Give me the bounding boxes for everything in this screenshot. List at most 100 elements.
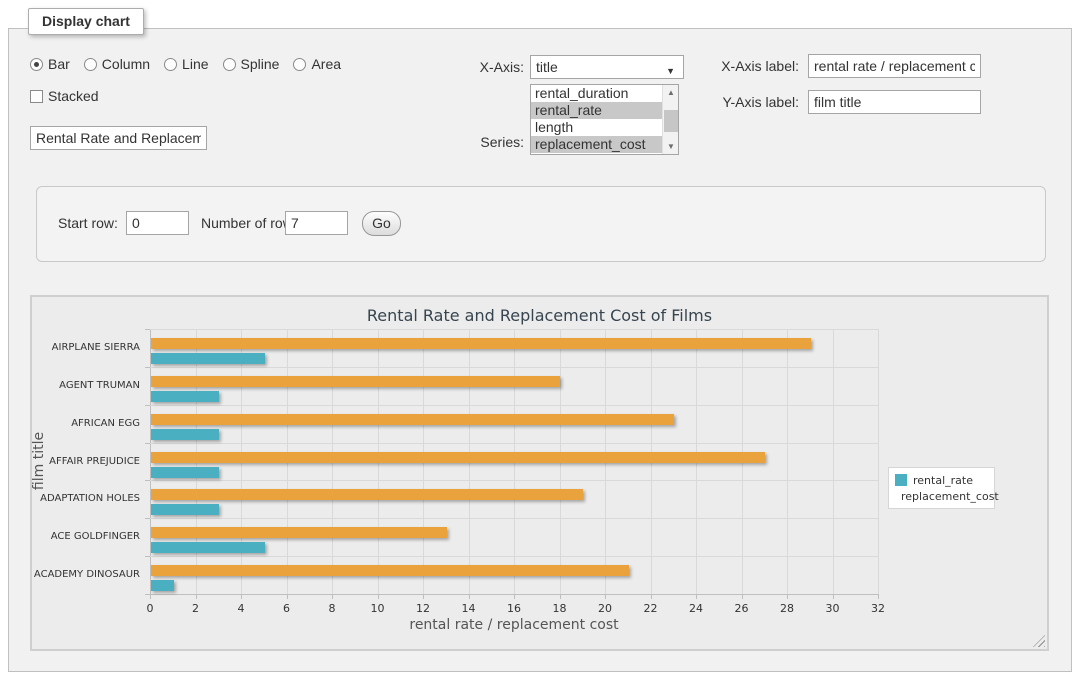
radio-button-icon xyxy=(164,58,177,71)
x-tick-label: 30 xyxy=(818,602,848,615)
x-axis-selected-value: title xyxy=(536,59,558,75)
bar-rental_rate[interactable] xyxy=(151,353,265,364)
radio-line[interactable]: Line xyxy=(164,56,208,72)
gridline-vertical xyxy=(878,329,879,594)
y-tick-mark xyxy=(145,480,150,481)
radio-label: Column xyxy=(102,56,150,72)
chevron-down-icon: ▼ xyxy=(666,62,675,80)
gridline-horizontal xyxy=(150,405,878,406)
x-axis-title: rental rate / replacement cost xyxy=(150,617,878,633)
radio-spline[interactable]: Spline xyxy=(223,56,280,72)
category-label: AFRICAN EGG xyxy=(32,405,140,443)
y-tick-mark xyxy=(145,367,150,368)
series-option-replacement-cost[interactable]: replacement_cost xyxy=(531,136,678,153)
listbox-scrollbar[interactable]: ▲ ▼ xyxy=(662,85,678,154)
series-option-rental-duration[interactable]: rental_duration xyxy=(531,85,678,102)
stacked-checkbox[interactable]: Stacked xyxy=(30,88,99,104)
x-tick-label: 26 xyxy=(727,602,757,615)
checkbox-icon xyxy=(30,90,43,103)
number-of-rows-input[interactable] xyxy=(285,211,348,235)
bar-rental_rate[interactable] xyxy=(151,542,265,553)
x-tick-label: 8 xyxy=(317,602,347,615)
x-tick-label: 32 xyxy=(863,602,893,615)
checkbox-label: Stacked xyxy=(48,88,99,104)
x-axis-select[interactable]: title ▼ xyxy=(530,55,684,79)
scroll-down-icon[interactable]: ▼ xyxy=(663,139,679,154)
legend-item-replacement-cost[interactable]: replacement_cost xyxy=(895,488,988,504)
x-axis-label-label: X-Axis label: xyxy=(699,54,799,78)
bar-replacement_cost[interactable] xyxy=(151,565,629,576)
category-label: ADAPTATION HOLES xyxy=(32,480,140,518)
bar-rental_rate[interactable] xyxy=(151,504,219,515)
bar-replacement_cost[interactable] xyxy=(151,452,765,463)
category-label: ACE GOLDFINGER xyxy=(32,518,140,556)
bar-replacement_cost[interactable] xyxy=(151,527,447,538)
x-tick-label: 14 xyxy=(454,602,484,615)
bar-rental_rate[interactable] xyxy=(151,467,219,478)
gridline-horizontal xyxy=(150,443,878,444)
gridline-vertical xyxy=(833,329,834,594)
x-tick-label: 18 xyxy=(545,602,575,615)
bar-replacement_cost[interactable] xyxy=(151,414,674,425)
y-tick-mark xyxy=(145,556,150,557)
x-tick-label: 28 xyxy=(772,602,802,615)
start-row-input[interactable] xyxy=(126,211,189,235)
x-tick-label: 20 xyxy=(590,602,620,615)
radio-column[interactable]: Column xyxy=(84,56,150,72)
legend-label: rental_rate xyxy=(913,474,973,487)
series-option-rental-rate[interactable]: rental_rate xyxy=(531,102,678,119)
series-list-label: Series: xyxy=(464,130,524,154)
start-row-label: Start row: xyxy=(58,211,118,235)
x-axis-label-input[interactable] xyxy=(808,54,981,78)
legend-item-rental-rate[interactable]: rental_rate xyxy=(895,472,988,488)
y-tick-mark xyxy=(145,443,150,444)
fieldset-legend: Display chart xyxy=(28,8,144,35)
gridline-horizontal xyxy=(150,594,878,595)
radio-button-icon xyxy=(223,58,236,71)
bar-rental_rate[interactable] xyxy=(151,580,174,591)
category-label: AGENT TRUMAN xyxy=(32,367,140,405)
radio-button-icon xyxy=(84,58,97,71)
scroll-up-icon[interactable]: ▲ xyxy=(663,85,679,100)
radio-bar[interactable]: Bar xyxy=(30,56,70,72)
radio-button-icon xyxy=(30,58,43,71)
scrollbar-thumb[interactable] xyxy=(664,110,678,132)
radio-label: Line xyxy=(182,56,208,72)
y-tick-mark xyxy=(145,594,150,595)
bar-replacement_cost[interactable] xyxy=(151,376,560,387)
chart-legend[interactable]: rental_rate replacement_cost xyxy=(888,467,995,509)
gridline-horizontal xyxy=(150,367,878,368)
chart-title-input[interactable] xyxy=(30,126,207,150)
chart-container: Rental Rate and Replacement Cost of Film… xyxy=(30,295,1049,651)
x-tick-label: 24 xyxy=(681,602,711,615)
y-tick-mark xyxy=(145,405,150,406)
x-tick-label: 16 xyxy=(499,602,529,615)
series-option-length[interactable]: length xyxy=(531,119,678,136)
category-label: AIRPLANE SIERRA xyxy=(32,329,140,367)
legend-swatch-icon xyxy=(895,474,907,486)
x-tick-label: 2 xyxy=(181,602,211,615)
x-tick-label: 4 xyxy=(226,602,256,615)
radio-area[interactable]: Area xyxy=(293,56,341,72)
y-axis-label-label: Y-Axis label: xyxy=(699,90,799,114)
y-axis-label-input[interactable] xyxy=(808,90,981,114)
x-tick-label: 10 xyxy=(363,602,393,615)
resize-grip-icon[interactable] xyxy=(1033,635,1045,647)
bar-rental_rate[interactable] xyxy=(151,391,219,402)
bar-replacement_cost[interactable] xyxy=(151,338,811,349)
x-axis-select-label: X-Axis: xyxy=(464,55,524,79)
y-tick-mark xyxy=(145,329,150,330)
bar-replacement_cost[interactable] xyxy=(151,489,583,500)
chart-type-radio-group: Bar Column Line Spline Area xyxy=(30,56,341,72)
category-label: AFFAIR PREJUDICE xyxy=(32,443,140,481)
legend-label: replacement_cost xyxy=(901,490,999,503)
gridline-horizontal xyxy=(150,518,878,519)
go-button[interactable]: Go xyxy=(362,211,401,236)
x-tick-label: 6 xyxy=(272,602,302,615)
x-tick-label: 22 xyxy=(636,602,666,615)
series-multiselect[interactable]: rental_duration rental_rate length repla… xyxy=(530,84,679,155)
controls-layer: Bar Column Line Spline Area Stacked X-Ax… xyxy=(9,29,1071,671)
radio-button-icon xyxy=(293,58,306,71)
bar-rental_rate[interactable] xyxy=(151,429,219,440)
category-label: ACADEMY DINOSAUR xyxy=(32,556,140,594)
